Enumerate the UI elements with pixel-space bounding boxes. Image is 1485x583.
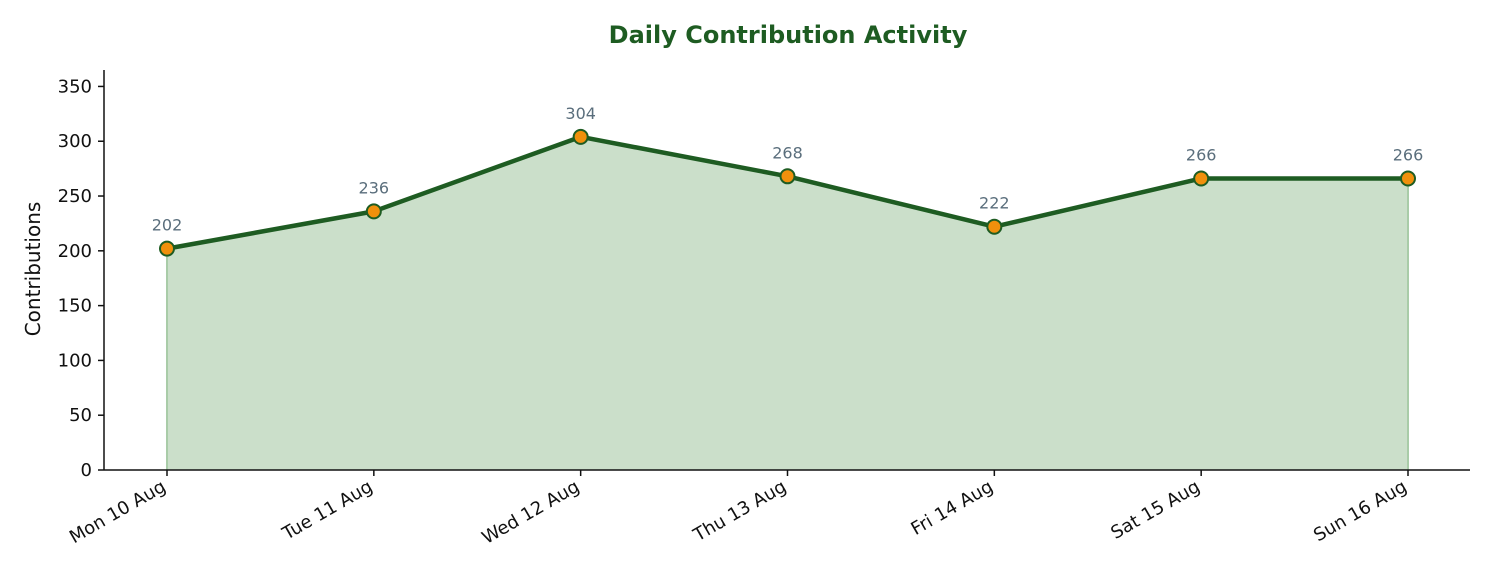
- x-tick-label: Sun 16 Aug: [1310, 476, 1410, 546]
- y-tick-label: 150: [58, 296, 92, 317]
- x-tick-label: Fri 14 Aug: [908, 476, 997, 540]
- data-label: 236: [359, 178, 390, 197]
- data-label: 268: [772, 143, 803, 162]
- data-point: [365, 203, 382, 220]
- x-tick-label: Wed 12 Aug: [478, 476, 583, 549]
- plot-area: 0 50 100 150 200 250 300 350 Mon 10 Aug Tue 11 Au…: [58, 70, 1470, 549]
- data-point: [1400, 170, 1416, 187]
- x-tick-label: Tue 11 Aug: [278, 476, 376, 545]
- data-label: 202: [152, 216, 183, 235]
- y-tick-label: 200: [58, 241, 92, 262]
- area-fill: [167, 136, 1408, 471]
- data-label: 266: [1393, 145, 1424, 164]
- data-point: [986, 218, 1003, 235]
- y-tick-label: 350: [58, 76, 92, 97]
- y-tick-label: 300: [58, 131, 92, 152]
- data-point: [779, 168, 796, 185]
- y-tick-label: 0: [81, 460, 92, 481]
- data-point: [572, 128, 589, 145]
- x-tick-label: Mon 10 Aug: [66, 476, 170, 548]
- y-tick-label: 100: [58, 350, 92, 371]
- data-point: [159, 240, 175, 257]
- data-label: 222: [979, 194, 1010, 213]
- data-label: 266: [1186, 145, 1217, 164]
- y-tick-label: 250: [58, 186, 92, 207]
- data-point: [1193, 170, 1210, 187]
- y-tick-label: 50: [69, 405, 92, 426]
- y-axis-label: Contributions: [21, 202, 45, 337]
- chart-title: Daily Contribution Activity: [609, 21, 968, 49]
- x-tick-label: Sat 15 Aug: [1107, 476, 1203, 544]
- x-tick-label: Thu 13 Aug: [689, 476, 790, 546]
- data-label: 304: [565, 104, 596, 123]
